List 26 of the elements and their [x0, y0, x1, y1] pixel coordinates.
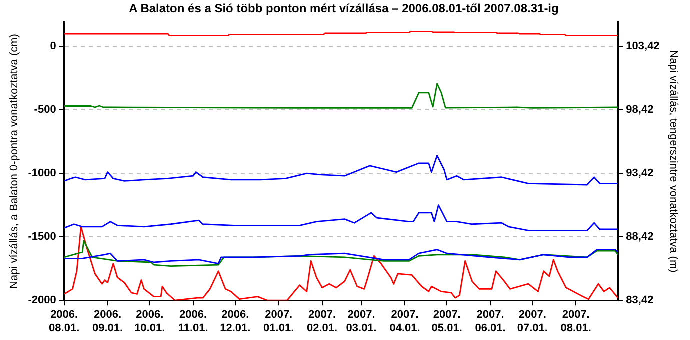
y2-axis-title: Napi vízállás, tengerszintre vonatkoztatva (m) [667, 50, 680, 273]
x-tick-label: 2006. 11.01. [178, 309, 208, 334]
y-tick-label: -1500 [28, 231, 56, 244]
x-tick-label: 2007. 08.01. [560, 309, 592, 334]
x-tick-label: 2007. 06.01. [475, 309, 506, 334]
x-tick-label: 2007. 05.01. [432, 309, 462, 334]
y2-tick-label: 93,42 [626, 168, 654, 180]
y-tick-label: -2000 [28, 294, 56, 307]
y2-tick-label: 103,42 [626, 40, 660, 53]
y-tick-label: -500 [34, 104, 56, 116]
x-tick-label: 2006. 10.01. [134, 309, 166, 334]
y-tick-label: -1000 [28, 168, 56, 180]
x-tick-label: 2007. 04.01. [390, 309, 420, 334]
y2-tick-label: 88,42 [626, 231, 654, 244]
y-tick-label: 0 [50, 40, 56, 53]
chart-title: A Balaton és a Sió több ponton mért vízállása – 2006.08.01-től 2007.08.31-ig [129, 2, 559, 16]
x-tick-label: 2006. 09.01. [92, 309, 124, 334]
y-axis-title: Napi vízállás, a Balaton 0-pontra vonatkoztatva (cm) [8, 34, 21, 289]
y2-tick-label: 83,42 [626, 294, 654, 307]
x-tick-label: 2006. 12.01. [220, 309, 251, 334]
x-tick-label: 2006. 08.01. [49, 309, 80, 334]
x-tick-label: 2007. 03.01. [346, 309, 377, 334]
y2-tick-label: 98,42 [626, 104, 654, 116]
x-tick-label: 2007. 02.01. [307, 309, 338, 334]
x-tick-label: 2007. 07.01. [517, 309, 548, 334]
x-tick-label: 2007. 01.01. [264, 309, 294, 334]
